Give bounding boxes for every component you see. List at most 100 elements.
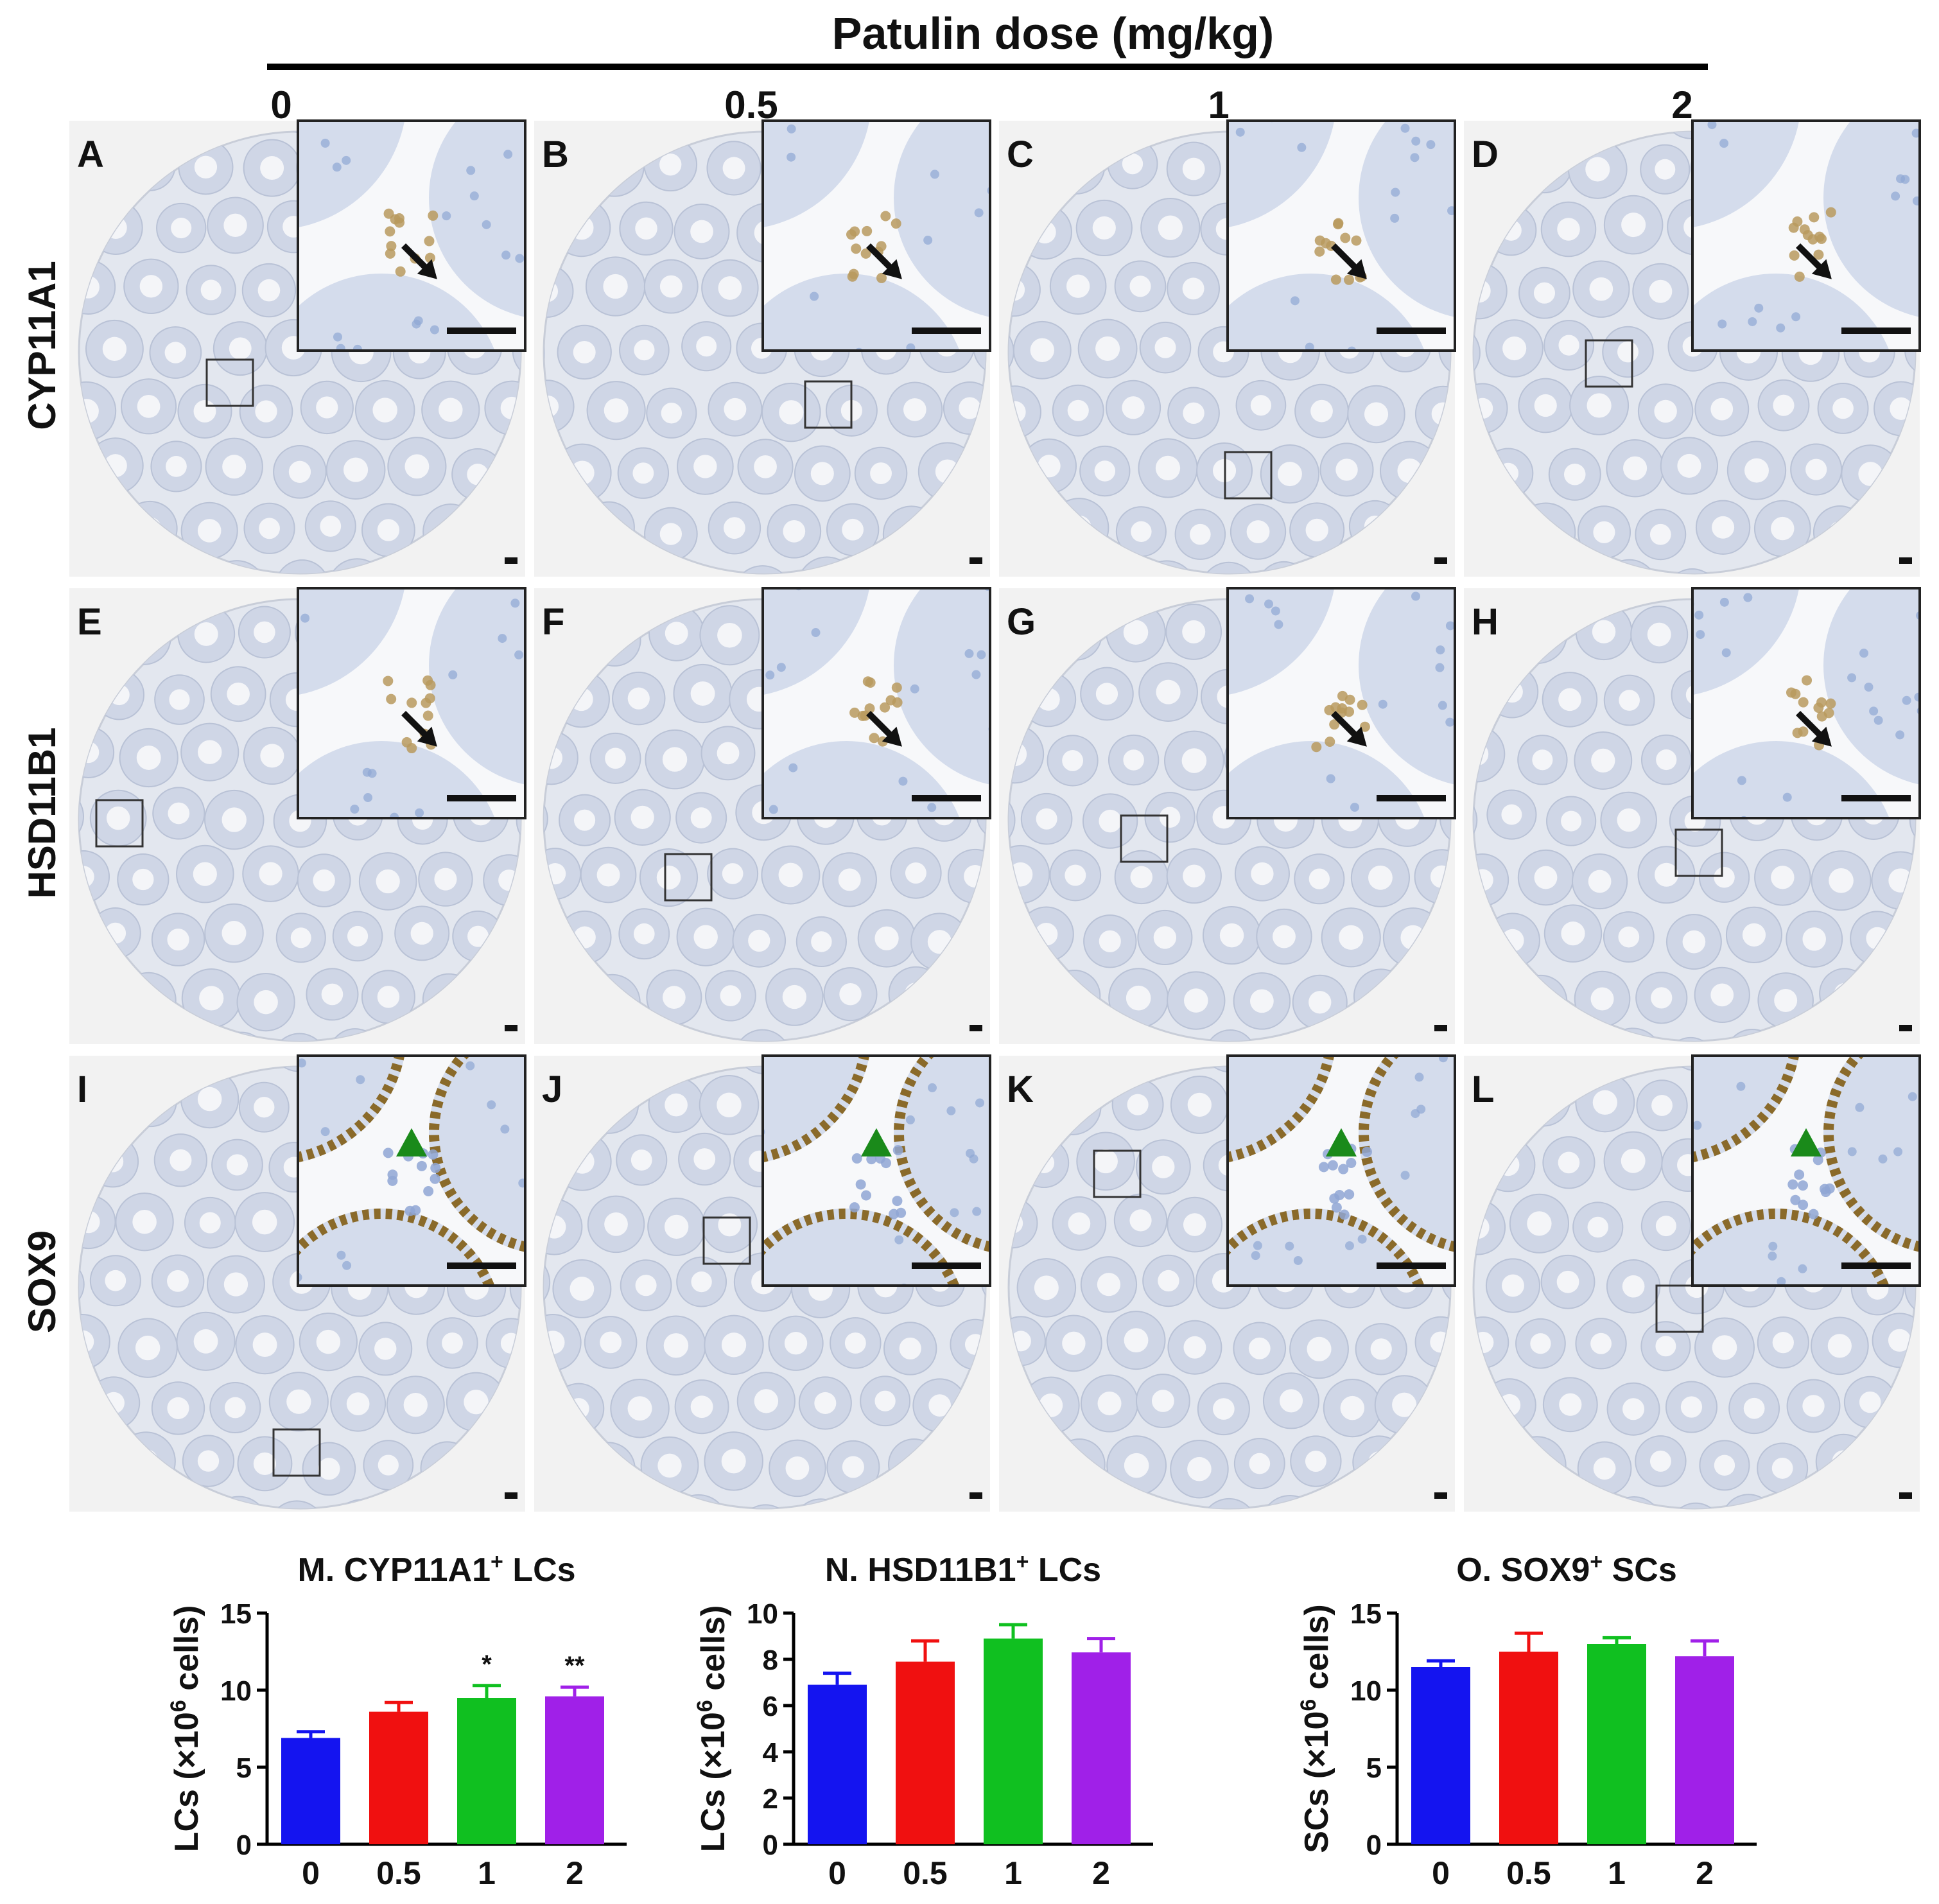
bar-0 bbox=[808, 1684, 867, 1844]
inset-frame bbox=[1691, 1054, 1921, 1287]
row-label-cyp11a1: CYP11A1 bbox=[21, 261, 64, 430]
tubule-lumen bbox=[1097, 1517, 1120, 1540]
nucleus bbox=[1662, 91, 1671, 100]
nucleus bbox=[787, 124, 796, 134]
micrograph-panel: A bbox=[69, 71, 526, 577]
nucleus bbox=[1699, 3, 1708, 12]
bar-0 bbox=[1411, 1667, 1470, 1844]
nucleus bbox=[1914, 692, 1920, 702]
nucleus bbox=[390, 812, 399, 818]
inset-magnification bbox=[1691, 1054, 1921, 1287]
tubule-lumen bbox=[1182, 620, 1206, 643]
tubule-lumen bbox=[1278, 1512, 1301, 1536]
chart-title: M. CYP11A1+ LCs bbox=[297, 1550, 575, 1589]
bar-0 bbox=[281, 1738, 340, 1844]
tubule-lumen bbox=[1213, 1398, 1235, 1420]
tubule-lumen bbox=[286, 1389, 311, 1414]
tubule-lumen bbox=[167, 1270, 189, 1292]
tubule-lumen bbox=[1801, 93, 1825, 118]
nucleus bbox=[1445, 621, 1455, 631]
row-label-hsd11b1: HSD11B1 bbox=[21, 728, 64, 899]
interstitial-cell bbox=[430, 1173, 440, 1184]
tubule-lumen bbox=[1532, 749, 1553, 771]
inset-tubule bbox=[1228, 1056, 1335, 1163]
nucleus bbox=[1274, 620, 1283, 629]
nucleus bbox=[787, 152, 796, 162]
bar-2 bbox=[1675, 1656, 1734, 1844]
tubule-lumen bbox=[1832, 397, 1854, 419]
tubule-lumen bbox=[1159, 807, 1181, 828]
tubule bbox=[1665, 1036, 1716, 1041]
nucleus bbox=[469, 191, 479, 201]
interstitial-cell bbox=[866, 1154, 877, 1165]
interstitial-cell bbox=[410, 1205, 421, 1216]
tubule-lumen bbox=[434, 868, 457, 891]
tubule-lumen bbox=[102, 336, 127, 362]
interstitial-cell bbox=[1802, 675, 1813, 686]
tubule-lumen bbox=[696, 336, 717, 357]
tubule-lumen bbox=[1559, 101, 1580, 123]
panel-letter: B bbox=[542, 134, 569, 175]
inset-magnification bbox=[297, 587, 526, 819]
tubule-lumen bbox=[316, 396, 338, 419]
tubule-lumen bbox=[524, 1516, 546, 1538]
scale-bar bbox=[1899, 1492, 1912, 1499]
tubule-lumen bbox=[1246, 520, 1270, 543]
tubule-lumen bbox=[1682, 930, 1706, 954]
tubule-lumen bbox=[313, 869, 335, 892]
nucleus bbox=[329, 71, 338, 80]
tubule-lumen bbox=[1621, 1148, 1646, 1173]
inset-tubule bbox=[1692, 588, 1800, 695]
inset-content bbox=[1228, 1056, 1455, 1286]
inset-scale-bar bbox=[1841, 1262, 1911, 1269]
interstitial-cell bbox=[1344, 1189, 1355, 1200]
nucleus bbox=[1350, 803, 1359, 812]
tubule-lumen bbox=[810, 1515, 832, 1537]
tubule-lumen bbox=[1276, 100, 1297, 121]
tubule-lumen bbox=[724, 517, 745, 539]
interstitial-cell bbox=[1314, 246, 1325, 257]
interstitial-cell bbox=[855, 1179, 866, 1190]
x-tick-label: 1 bbox=[478, 1855, 496, 1891]
tubule-lumen bbox=[1527, 1211, 1552, 1236]
inset-tubule bbox=[1692, 274, 1890, 351]
interstitial-cell bbox=[1820, 1187, 1831, 1198]
micrograph-panel: K bbox=[999, 1054, 1456, 1540]
tubule bbox=[668, 1494, 729, 1508]
inset-content bbox=[763, 121, 990, 351]
tubule-lumen bbox=[868, 1515, 891, 1537]
tubule-lumen bbox=[1924, 454, 1939, 479]
nucleus bbox=[1859, 649, 1869, 658]
inset-frame bbox=[1691, 587, 1921, 819]
inset-frame bbox=[1226, 119, 1456, 352]
scale-bar bbox=[505, 1025, 517, 1031]
tubule-lumen bbox=[1501, 804, 1522, 825]
tubule-lumen bbox=[259, 862, 283, 886]
tubule-lumen bbox=[467, 99, 489, 121]
tubule-lumen bbox=[1651, 1095, 1673, 1116]
tubule-lumen bbox=[629, 1515, 652, 1539]
tubule-lumen bbox=[1593, 1457, 1616, 1480]
tubule-lumen bbox=[1585, 157, 1610, 182]
nucleus bbox=[500, 1124, 510, 1134]
zoom-region-box bbox=[804, 380, 853, 429]
dose-label-2: 2 bbox=[1671, 83, 1692, 127]
tubule bbox=[544, 1253, 551, 1312]
tubule bbox=[268, 1500, 326, 1508]
tubule-lumen bbox=[439, 397, 463, 422]
zoom-region-box bbox=[1120, 814, 1169, 863]
inset-tubule bbox=[1692, 121, 1800, 228]
tubule-lumen bbox=[1617, 341, 1639, 363]
tubule-lumen bbox=[1655, 1216, 1676, 1237]
tubule-lumen bbox=[693, 455, 717, 478]
nucleus bbox=[1253, 1241, 1262, 1250]
tubule-lumen bbox=[1745, 96, 1766, 117]
interstitial-cell bbox=[1816, 697, 1827, 708]
tubule-lumen bbox=[664, 1214, 689, 1239]
nucleus bbox=[1438, 701, 1447, 710]
nucleus bbox=[820, 576, 829, 585]
nucleus bbox=[1326, 774, 1335, 783]
nucleus bbox=[1170, 89, 1179, 98]
nucleus bbox=[1285, 1241, 1294, 1251]
tubule-lumen bbox=[1092, 216, 1116, 240]
